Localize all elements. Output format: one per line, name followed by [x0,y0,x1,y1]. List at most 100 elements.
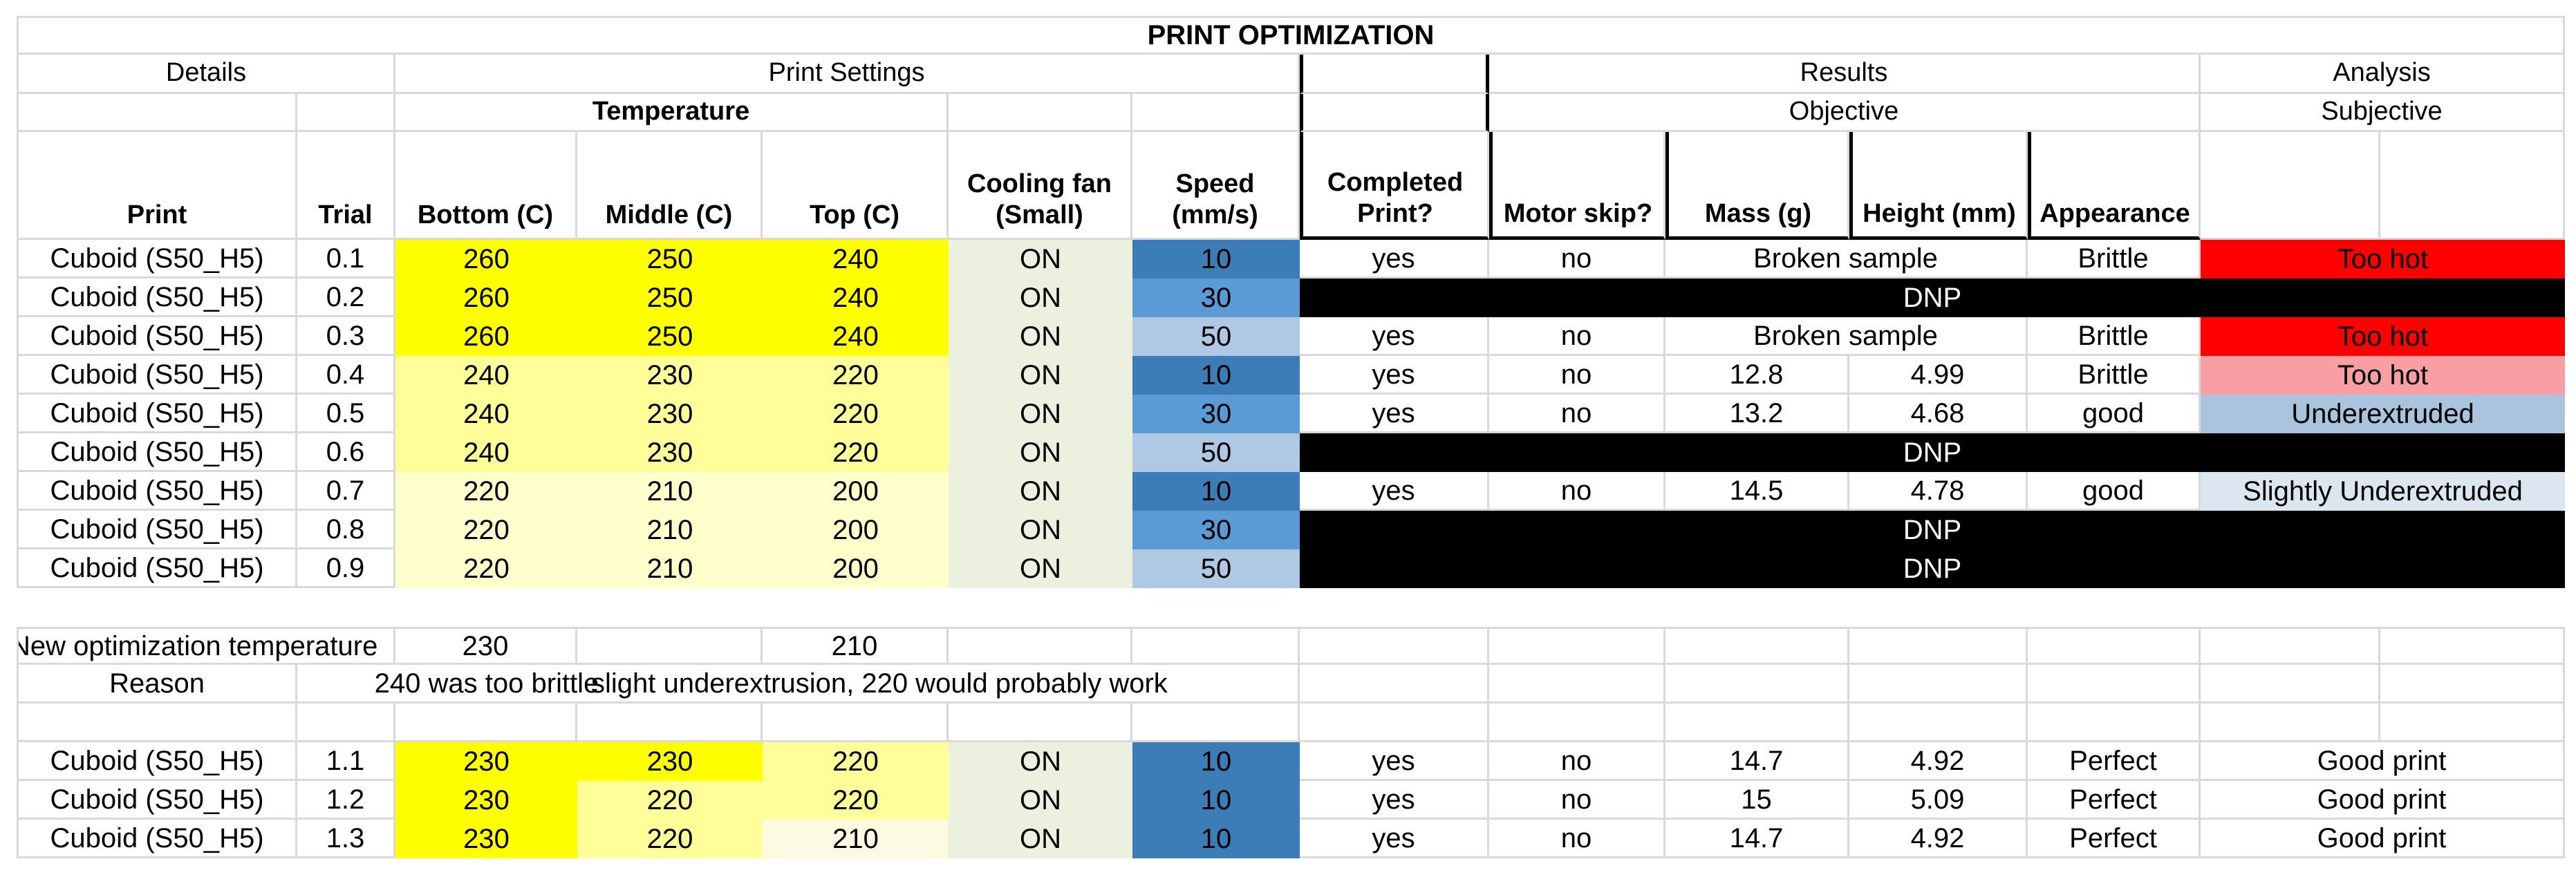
reason-text-cell[interactable]: 240 was too brittle slight underextrusio… [297,665,1300,704]
cell-cooling-fan[interactable]: ON [949,240,1132,279]
cell-temp-top[interactable]: 220 [763,356,949,395]
cell-trial[interactable]: 0.7 [297,472,395,511]
cell-mass[interactable]: 15 [1665,781,1849,820]
cell-temp-bottom[interactable]: 220 [395,472,577,511]
cell-height[interactable]: 4.92 [1849,742,2028,781]
empty-cell[interactable] [577,704,763,742]
cell-motor-skip[interactable]: no [1489,472,1665,511]
cell-print[interactable]: Cuboid (S50_H5) [17,742,297,781]
cell-motor-skip[interactable]: no [1489,395,1665,433]
cell-cooling-fan[interactable]: ON [949,781,1132,820]
cell-completed-print[interactable]: yes [1300,472,1489,511]
cell-motor-skip[interactable]: no [1489,240,1665,279]
empty-cell[interactable] [1489,627,1665,665]
empty-cell[interactable] [949,94,1132,132]
cell-temp-bottom[interactable]: 260 [395,240,577,279]
cell-temp-top[interactable]: 200 [763,472,949,511]
cell-temp-bottom[interactable]: 220 [395,511,577,549]
cell-temp-middle[interactable]: 210 [577,549,763,588]
section-temperature[interactable]: Temperature [395,94,949,132]
empty-cell[interactable] [395,704,577,742]
column-header-speed[interactable]: Speed (mm/s) [1132,132,1300,240]
cell-temp-middle[interactable]: 220 [577,820,763,858]
cell-speed[interactable]: 10 [1132,742,1300,781]
column-header-trial[interactable]: Trial [297,132,395,240]
cell-print[interactable]: Cuboid (S50_H5) [17,356,297,395]
cell-temp-bottom[interactable]: 230 [395,781,577,820]
empty-cell[interactable] [2201,704,2380,742]
cell-analysis[interactable]: Good print [2201,781,2565,820]
column-header-completed-print[interactable]: Completed Print? [1300,132,1489,240]
cell-print[interactable]: Cuboid (S50_H5) [17,317,297,356]
empty-cell[interactable] [297,704,395,742]
cell-print[interactable]: Cuboid (S50_H5) [17,433,297,472]
cell-temp-bottom[interactable]: 260 [395,279,577,317]
cell-print[interactable]: Cuboid (S50_H5) [17,240,297,279]
cell-motor-skip[interactable]: no [1489,781,1665,820]
cell-temp-middle[interactable]: 220 [577,781,763,820]
cell-speed[interactable]: 50 [1132,549,1300,588]
cell-temp-middle[interactable]: 230 [577,742,763,781]
cell-cooling-fan[interactable]: ON [949,511,1132,549]
cell-speed[interactable]: 10 [1132,356,1300,395]
cell-cooling-fan[interactable]: ON [949,279,1132,317]
cell-temp-bottom[interactable]: 230 [395,820,577,858]
cell-speed[interactable]: 30 [1132,279,1300,317]
cell-mass[interactable]: 14.7 [1665,820,1849,858]
empty-cell[interactable] [1665,704,1849,742]
cell-appearance[interactable]: Perfect [2028,742,2201,781]
cell-cooling-fan[interactable]: ON [949,433,1132,472]
section-results[interactable]: Results [1489,55,2201,94]
objective-header-gap-cell[interactable] [1300,94,1489,132]
column-header-middle[interactable]: Middle (C) [577,132,763,240]
cell-mass[interactable]: 14.5 [1665,472,1849,511]
empty-cell[interactable] [1665,627,1849,665]
cell-analysis[interactable]: Too hot [2201,356,2565,395]
cell-appearance[interactable]: Brittle [2028,240,2201,279]
cell-height[interactable]: 4.78 [1849,472,2028,511]
cell-appearance[interactable]: Perfect [2028,781,2201,820]
column-header-cooling-fan[interactable]: Cooling fan (Small) [949,132,1132,240]
cell-cooling-fan[interactable]: ON [949,549,1132,588]
empty-cell[interactable] [2028,704,2201,742]
cell-trial[interactable]: 1.1 [297,742,395,781]
empty-cell[interactable] [2380,665,2565,704]
cell-analysis[interactable]: Good print [2201,742,2565,781]
cell-mass-height-merged[interactable]: Broken sample [1665,317,2028,356]
empty-cell[interactable] [1849,704,2028,742]
empty-cell[interactable] [1300,627,1489,665]
cell-completed-print[interactable]: yes [1300,742,1489,781]
cell-mass-height-merged[interactable]: Broken sample [1665,240,2028,279]
cell-temp-bottom[interactable]: 240 [395,433,577,472]
cell-analysis[interactable]: Slightly Underextruded [2201,472,2565,511]
cell-appearance[interactable]: Brittle [2028,317,2201,356]
empty-cell[interactable] [1132,94,1300,132]
cell-speed[interactable]: 10 [1132,472,1300,511]
cell-temp-middle[interactable]: 230 [577,395,763,433]
cell-dnp-bar[interactable]: DNP [1300,433,2565,472]
cell-mass[interactable]: 14.7 [1665,742,1849,781]
cell-print[interactable]: Cuboid (S50_H5) [17,472,297,511]
cell-cooling-fan[interactable]: ON [949,356,1132,395]
cell-completed-print[interactable]: yes [1300,395,1489,433]
cell-dnp-bar[interactable]: DNP [1300,549,2565,588]
empty-cell[interactable] [2028,627,2201,665]
cell-temp-top[interactable]: 240 [763,279,949,317]
cell-speed[interactable]: 10 [1132,781,1300,820]
cell-appearance[interactable]: Perfect [2028,820,2201,858]
cell-print[interactable]: Cuboid (S50_H5) [17,279,297,317]
cell-analysis[interactable]: Good print [2201,820,2565,858]
empty-cell[interactable] [1849,627,2028,665]
column-header-print[interactable]: Print [17,132,297,240]
cell-temp-middle[interactable]: 250 [577,279,763,317]
cell-temp-top[interactable]: 210 [763,820,949,858]
cell-trial[interactable]: 1.2 [297,781,395,820]
cell-appearance[interactable]: Brittle [2028,356,2201,395]
cell-mass[interactable]: 12.8 [1665,356,1849,395]
cell-completed-print[interactable]: yes [1300,317,1489,356]
cell-trial[interactable]: 0.5 [297,395,395,433]
cell-trial[interactable]: 0.9 [297,549,395,588]
cell-speed[interactable]: 10 [1132,820,1300,858]
cell-appearance[interactable]: good [2028,472,2201,511]
column-header-analysis-1[interactable] [2201,132,2380,240]
